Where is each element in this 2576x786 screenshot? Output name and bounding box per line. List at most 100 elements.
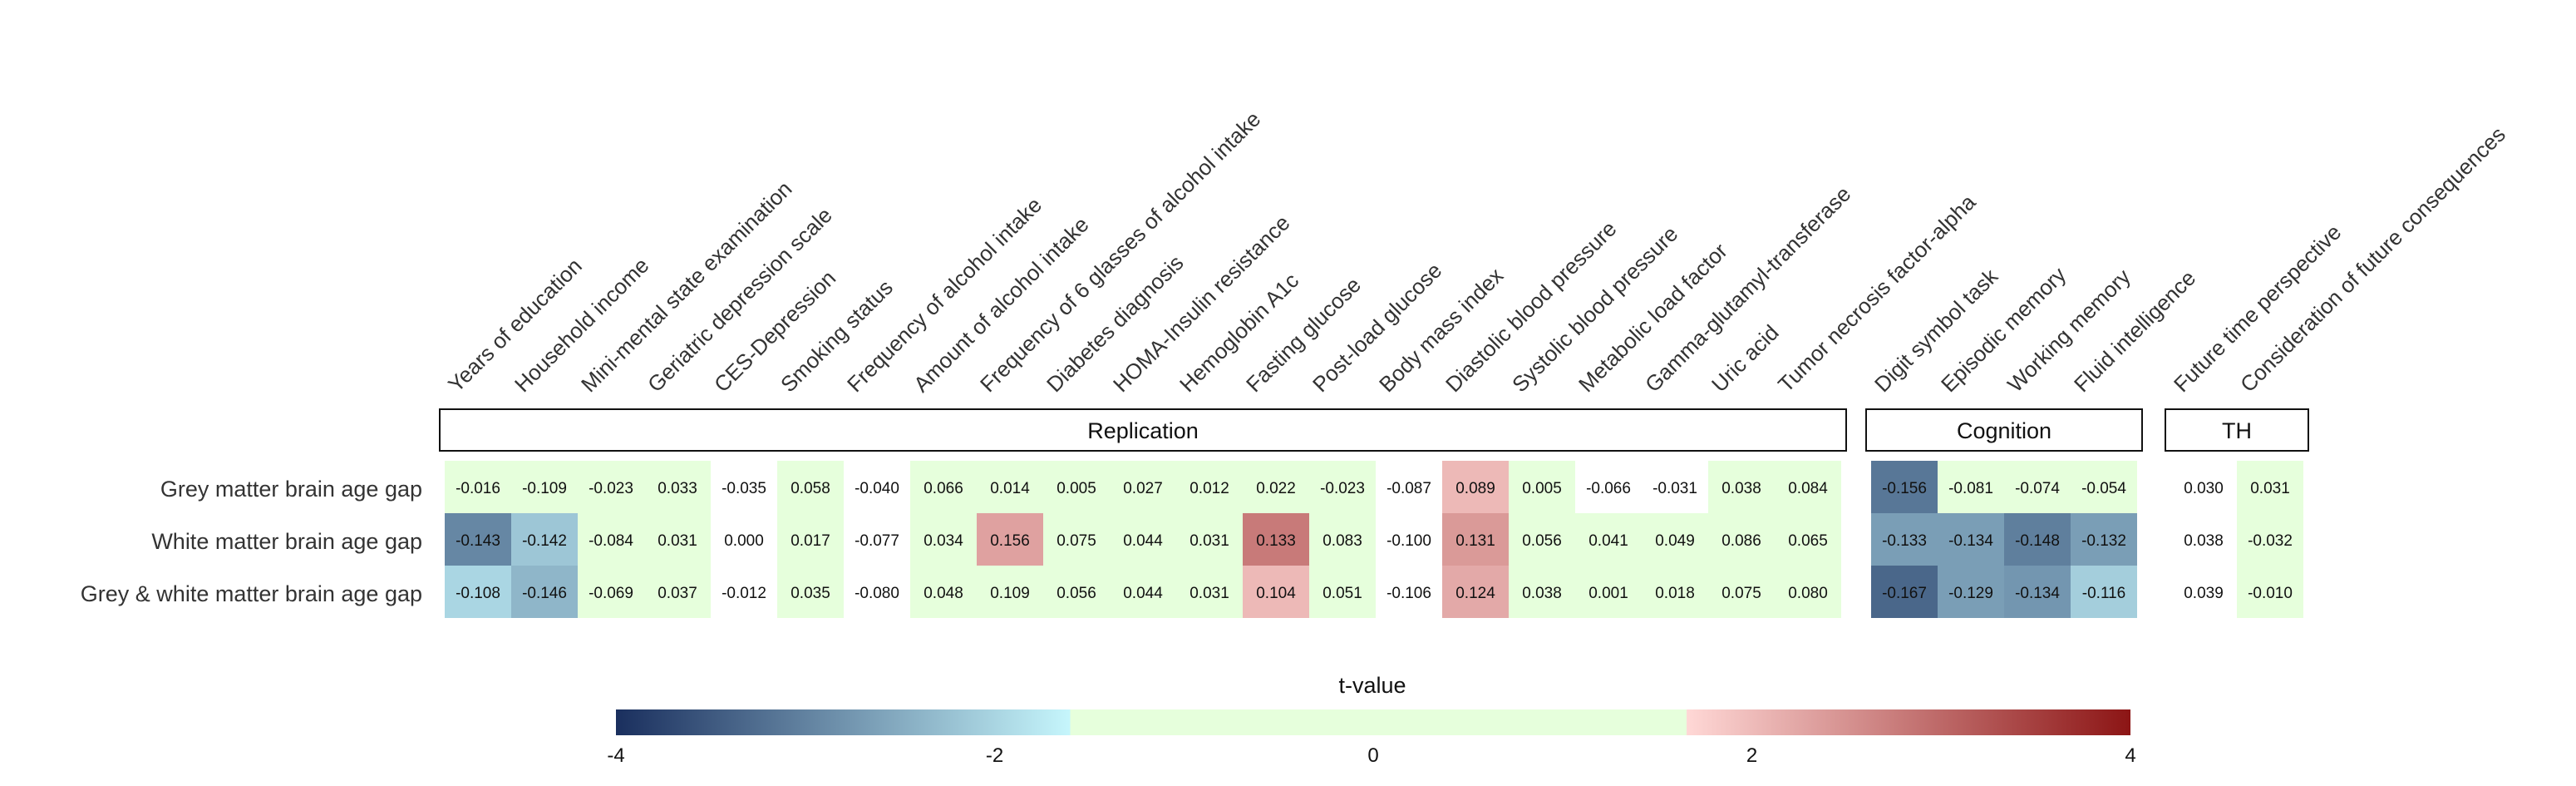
cell-value: 0.022: [1256, 480, 1296, 497]
heatmap-cell: [977, 461, 1043, 513]
group-headers: Replication Cognition TH: [439, 408, 2309, 452]
cell-value: 0.156: [990, 532, 1030, 550]
group-header-box: [2165, 408, 2309, 452]
cell-value: 0.049: [1655, 532, 1695, 550]
cell-value: 0.056: [1522, 532, 1562, 550]
column-label: Episodic memory: [1936, 262, 2071, 397]
group-header-label: TH: [2222, 418, 2252, 443]
heatmap-cell: [1243, 513, 1309, 566]
cell-value: 0.104: [1256, 585, 1296, 602]
cell-value: 0.034: [924, 532, 963, 550]
cell-value: -0.035: [722, 480, 766, 497]
cell-value: -0.069: [589, 585, 633, 602]
heatmap-cell: [445, 566, 511, 618]
cell-value: 0.037: [658, 585, 697, 602]
cell-value: 0.005: [1057, 480, 1096, 497]
cell-value: 0.038: [1721, 480, 1761, 497]
heatmap-cell: [1176, 513, 1243, 566]
cell-value: -0.080: [855, 585, 899, 602]
heatmap-cell: [1309, 513, 1376, 566]
cell-value: -0.134: [2015, 585, 2060, 602]
colorbar-gradient: [616, 709, 2130, 735]
heatmap-cell: [1442, 461, 1509, 513]
cell-value: -0.016: [456, 480, 500, 497]
heatmap-cell: [1110, 513, 1176, 566]
heatmap-cell: [1775, 461, 1841, 513]
cell-value: 0.044: [1123, 585, 1163, 602]
heatmap-cell: [511, 566, 578, 618]
cell-value: 0.027: [1123, 480, 1163, 497]
cell-value: 0.031: [658, 532, 697, 550]
cell-value: 0.038: [2184, 532, 2224, 550]
heatmap-cell: [2237, 513, 2303, 566]
cell-value: 0.014: [990, 480, 1030, 497]
heatmap-cell: [1176, 566, 1243, 618]
cell-value: 0.035: [791, 585, 830, 602]
cell-value: -0.012: [722, 585, 766, 602]
heatmap-cell: [644, 566, 711, 618]
cell-value: 0.131: [1455, 532, 1495, 550]
cell-value: 0.058: [791, 480, 830, 497]
heatmap-cell: [1938, 566, 2004, 618]
cell-value: -0.143: [456, 532, 500, 550]
cell-value: -0.032: [2248, 532, 2293, 550]
cell-value: -0.148: [2015, 532, 2060, 550]
cell-value: 0.084: [1788, 480, 1828, 497]
heatmap-cell: [644, 461, 711, 513]
colorbar-tick: 0: [1367, 744, 1378, 767]
heatmap-cell: [1243, 566, 1309, 618]
cell-value: -0.031: [1652, 480, 1697, 497]
heatmap-cell: [1775, 513, 1841, 566]
group-header-label: Cognition: [1957, 418, 2051, 443]
cell-value: 0.039: [2184, 585, 2224, 602]
heatmap-cell: [910, 566, 977, 618]
heatmap-cell: [1509, 461, 1575, 513]
heatmap-cell: [1309, 566, 1376, 618]
cell-value: -0.146: [522, 585, 567, 602]
cell-value: 0.086: [1721, 532, 1761, 550]
cell-value: 0.133: [1256, 532, 1296, 550]
cell-value: 0.038: [1522, 585, 1562, 602]
row-label: White matter brain age gap: [151, 529, 422, 554]
cell-value: -0.109: [522, 480, 567, 497]
cell-value: 0.033: [658, 480, 697, 497]
cell-value: -0.156: [1882, 480, 1927, 497]
cell-value: 0.017: [791, 532, 830, 550]
heatmap-cell: [977, 566, 1043, 618]
heatmap-cell: [578, 513, 644, 566]
heatmap-cell: [1938, 461, 2004, 513]
heatmap-cell: [2004, 566, 2071, 618]
cell-value: 0.001: [1588, 585, 1628, 602]
heatmap-cell: [644, 513, 711, 566]
heatmap-cell: [1708, 566, 1775, 618]
heatmap-cell: [1309, 461, 1376, 513]
heatmap-cell: [777, 566, 844, 618]
cell-value: -0.116: [2082, 585, 2125, 602]
heatmap-cell: [1509, 566, 1575, 618]
column-label: Consideration of future consequences: [2235, 121, 2510, 397]
heatmap-cell: [511, 461, 578, 513]
heatmap-cell: [1442, 566, 1509, 618]
heatmap-cell: [2071, 461, 2137, 513]
heatmap-cell: [777, 461, 844, 513]
cell-value: -0.010: [2248, 585, 2293, 602]
colorbar-ticks: -4 -2 0 2 4: [607, 744, 2135, 767]
heatmap-cell: [1176, 461, 1243, 513]
heatmap-cells: -0.016 -0.109 -0.023 0.033 -0.035 0.058 -0.040…: [445, 461, 2303, 618]
cell-value: 0.080: [1788, 585, 1828, 602]
heatmap-cell: [1243, 461, 1309, 513]
cell-value: -0.106: [1387, 585, 1431, 602]
row-labels: Grey matter brain age gap White matter br…: [81, 477, 422, 606]
heatmap-cell: [977, 513, 1043, 566]
colorbar: t-value -4 -2 0 2 4: [607, 673, 2135, 767]
heatmap-cell: [445, 513, 511, 566]
column-label: Hemoglobin A1c: [1175, 268, 1303, 397]
cell-value: -0.134: [1948, 532, 1993, 550]
cell-value: 0.000: [724, 532, 764, 550]
colorbar-tick: -4: [607, 744, 624, 767]
heatmap-cell: [777, 513, 844, 566]
heatmap-cell: [1708, 461, 1775, 513]
heatmap-cell: [1575, 566, 1642, 618]
cell-value: 0.018: [1655, 585, 1695, 602]
